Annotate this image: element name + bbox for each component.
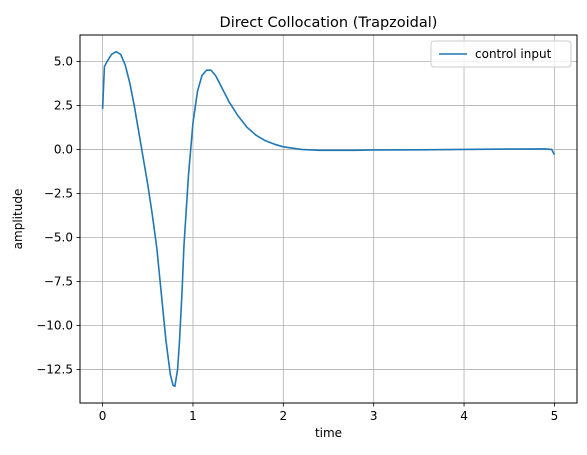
y-tick-label: −5.0 <box>44 231 73 245</box>
x-tick-label: 2 <box>279 409 287 423</box>
legend-box <box>430 40 572 68</box>
x-tick-label: 3 <box>370 409 378 423</box>
y-tick-label: 0.0 <box>54 143 73 157</box>
x-tick-label: 1 <box>189 409 197 423</box>
series-line-control-input <box>101 50 556 388</box>
y-axis-label: amplitude <box>11 189 25 250</box>
y-tick-label: 2.5 <box>54 99 73 113</box>
x-tick-label: 4 <box>460 409 468 423</box>
x-axis-label: time <box>315 426 342 440</box>
y-tick-label: −10.0 <box>36 319 73 333</box>
y-tick-label: −12.5 <box>36 363 73 377</box>
x-tick-label: 0 <box>99 409 107 423</box>
chart-title: Direct Collocation (Trapzoidal) <box>220 15 438 31</box>
y-tick-label: −7.5 <box>44 275 73 289</box>
y-tick-label: 5.0 <box>54 55 73 69</box>
y-tick-label: −2.5 <box>44 187 73 201</box>
series-lines <box>101 50 556 388</box>
plot-area-frame <box>79 34 578 404</box>
x-tick-label: 5 <box>551 409 559 423</box>
grid <box>80 35 577 403</box>
legend-label-control-input: control input <box>475 47 552 61</box>
legend: control input <box>430 40 572 68</box>
axis-ticks: 0 1 2 3 4 5 5.0 2.5 0.0 −2.5 −5.0 −7.5 −10.0 −12.5 <box>36 55 558 423</box>
